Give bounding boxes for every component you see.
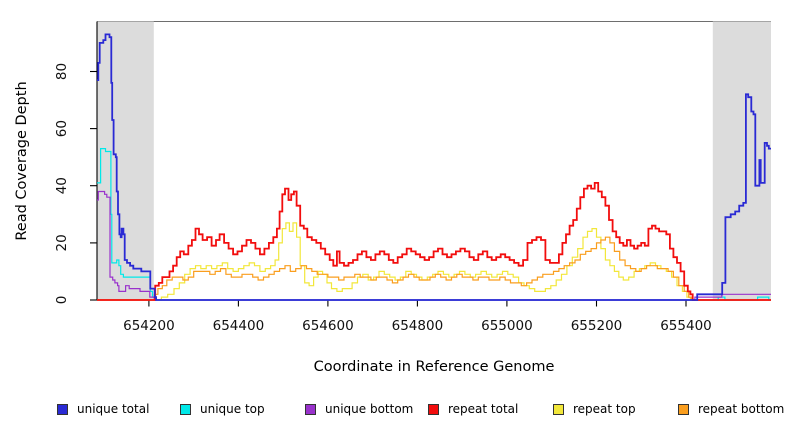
x-tick-label: 654800 <box>392 318 444 334</box>
x-tick-label: 654600 <box>302 318 354 334</box>
legend-label-repeat-bottom: repeat bottom <box>698 402 785 416</box>
y-tick-label: 20 <box>54 234 70 251</box>
legend-swatch-repeat-bottom <box>678 403 689 415</box>
y-axis-title: Read Coverage Depth <box>14 81 30 241</box>
series-unique-total-line <box>97 33 771 301</box>
series-unique-top-line <box>97 148 771 301</box>
legend-swatch-unique-total <box>57 403 68 415</box>
x-tick-label: 655400 <box>660 318 712 334</box>
legend-item-unique-total: unique total <box>57 401 149 417</box>
series-unique-bottom-line <box>97 190 771 301</box>
legend-label-unique-total: unique total <box>77 402 150 416</box>
y-tick-label: 0 <box>54 296 70 305</box>
y-tick-label: 60 <box>54 120 70 137</box>
legend-label-unique-bottom: unique bottom <box>325 402 414 416</box>
y-tick-label: 40 <box>54 177 70 194</box>
legend-item-repeat-top: repeat top <box>553 401 636 417</box>
y-tick-label: 80 <box>54 63 70 80</box>
series-repeat-total-line <box>97 182 771 301</box>
series-repeat-bottom-line <box>97 236 771 301</box>
legend-label-repeat-total: repeat total <box>448 402 519 416</box>
legend-swatch-unique-top <box>180 403 191 415</box>
legend-label-repeat-top: repeat top <box>573 402 636 416</box>
legend-item-repeat-total: repeat total <box>428 401 518 417</box>
series-repeat-top-line <box>97 222 771 301</box>
legend-swatch-repeat-top <box>553 403 564 415</box>
legend-label-unique-top: unique top <box>200 402 265 416</box>
x-axis-title: Coordinate in Reference Genome <box>313 359 555 375</box>
legend-swatch-repeat-total <box>428 403 439 415</box>
x-tick-label: 655200 <box>571 318 623 334</box>
x-tick-label: 654400 <box>213 318 265 334</box>
legend-item-unique-top: unique top <box>180 401 265 417</box>
legend-item-unique-bottom: unique bottom <box>305 401 413 417</box>
legend-item-repeat-bottom: repeat bottom <box>678 401 784 417</box>
legend-swatch-unique-bottom <box>305 403 316 415</box>
x-tick-label: 654200 <box>123 318 175 334</box>
x-tick-label: 655000 <box>481 318 533 334</box>
shaded-region-2 <box>712 21 771 300</box>
legend: unique total unique top unique bottom repea… <box>0 401 792 421</box>
